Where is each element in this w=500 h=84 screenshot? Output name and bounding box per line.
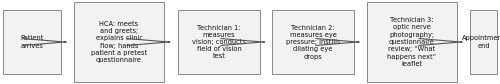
Bar	[178, 10, 260, 74]
Text: Technician 2:
measures eye
pressure; instills
dilating eye
drops: Technician 2: measures eye pressure; ins…	[286, 25, 340, 59]
Text: Patient
arrives: Patient arrives	[20, 35, 44, 49]
Bar	[470, 10, 497, 74]
Bar	[272, 10, 354, 74]
Text: Appointment
end: Appointment end	[462, 35, 500, 49]
Text: Technician 1:
measures
vision; conducts
field of vision
test: Technician 1: measures vision; conducts …	[192, 25, 246, 59]
Bar	[74, 2, 164, 82]
Bar	[3, 10, 61, 74]
Text: Technician 3:
optic nerve
photography;
questionnaire
review; “What
happens next”: Technician 3: optic nerve photography; q…	[388, 17, 436, 67]
Text: HCA: meets
and greets;
explains clinic
flow; hands
patient a pretest
questionnai: HCA: meets and greets; explains clinic f…	[91, 21, 147, 63]
Bar	[367, 2, 457, 82]
